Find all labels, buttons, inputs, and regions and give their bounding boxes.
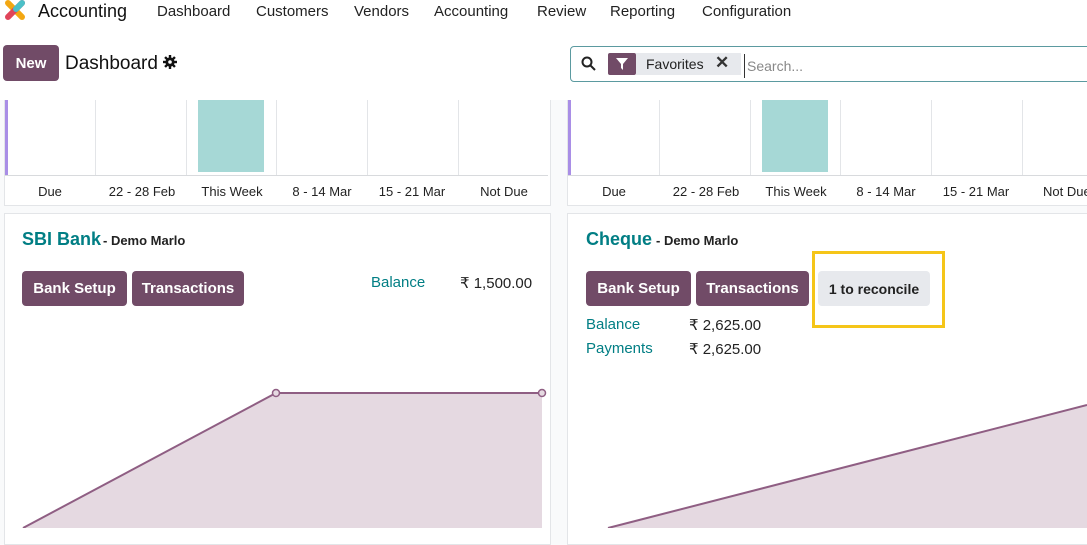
reconcile-button[interactable]: 1 to reconcile: [818, 271, 930, 306]
balance-graph: [607, 404, 1087, 528]
menu-dashboard[interactable]: Dashboard: [157, 3, 231, 20]
menu-vendors[interactable]: Vendors: [354, 3, 410, 20]
menu-review[interactable]: Review: [537, 3, 587, 20]
x-label: 22 - 28 Feb: [108, 184, 176, 199]
x-label: This Week: [201, 184, 263, 199]
chart-bar-this-week[interactable]: [762, 100, 828, 172]
app-title[interactable]: Accounting: [38, 1, 128, 21]
menu-reporting[interactable]: Reporting: [610, 3, 676, 20]
close-icon[interactable]: ✕: [715, 53, 730, 72]
x-label: 15 - 21 Mar: [378, 184, 446, 199]
x-label: Not Due: [480, 184, 528, 199]
top-navbar: Accounting Dashboard Customers Vendors A…: [0, 0, 1087, 26]
bank-setup-button[interactable]: Bank Setup: [22, 271, 127, 306]
search-icon[interactable]: [581, 56, 596, 71]
search-input[interactable]: [744, 54, 1049, 78]
x-label: 15 - 21 Mar: [942, 184, 1010, 199]
balance-label[interactable]: Balance: [586, 316, 641, 333]
menu-accounting[interactable]: Accounting: [434, 3, 509, 20]
chart-edge: [568, 100, 571, 175]
page-title: Dashboard: [65, 53, 158, 74]
x-label: Due: [38, 184, 62, 199]
x-label: Due: [602, 184, 626, 199]
x-label: Not Due: [1043, 184, 1087, 199]
favorites-facet: Favorites: [636, 53, 741, 75]
transactions-button[interactable]: Transactions: [696, 271, 809, 306]
balance-value: ₹ 1,500.00: [460, 275, 533, 292]
facet-label: Favorites: [646, 56, 704, 72]
x-label: 8 - 14 Mar: [292, 184, 352, 199]
graph-point[interactable]: [271, 388, 281, 398]
gear-icon[interactable]: [163, 55, 177, 69]
menu-customers[interactable]: Customers: [256, 3, 329, 20]
highlight-box: [812, 251, 945, 328]
payments-value: ₹ 2,625.00: [689, 341, 762, 358]
x-label: 22 - 28 Feb: [672, 184, 740, 199]
payments-label[interactable]: Payments: [586, 340, 653, 357]
journal-title[interactable]: SBI Bank: [22, 229, 102, 249]
journal-title[interactable]: Cheque: [586, 229, 653, 249]
filter-icon: [608, 53, 636, 75]
menu-configuration[interactable]: Configuration: [702, 3, 792, 20]
balance-label[interactable]: Balance: [371, 274, 426, 291]
balance-value: ₹ 2,625.00: [689, 317, 762, 334]
chart-edge: [5, 100, 8, 175]
balance-graph: [22, 388, 547, 528]
transactions-button[interactable]: Transactions: [132, 271, 244, 306]
accounting-app-icon[interactable]: [5, 0, 27, 20]
journal-company: - Demo Marlo: [103, 233, 186, 248]
graph-point[interactable]: [537, 388, 547, 398]
journal-company: - Demo Marlo: [656, 233, 739, 248]
bank-setup-button[interactable]: Bank Setup: [586, 271, 691, 306]
chart-bar-this-week[interactable]: [198, 100, 264, 172]
new-button[interactable]: New: [3, 45, 59, 81]
x-label: 8 - 14 Mar: [856, 184, 916, 199]
x-label: This Week: [765, 184, 827, 199]
